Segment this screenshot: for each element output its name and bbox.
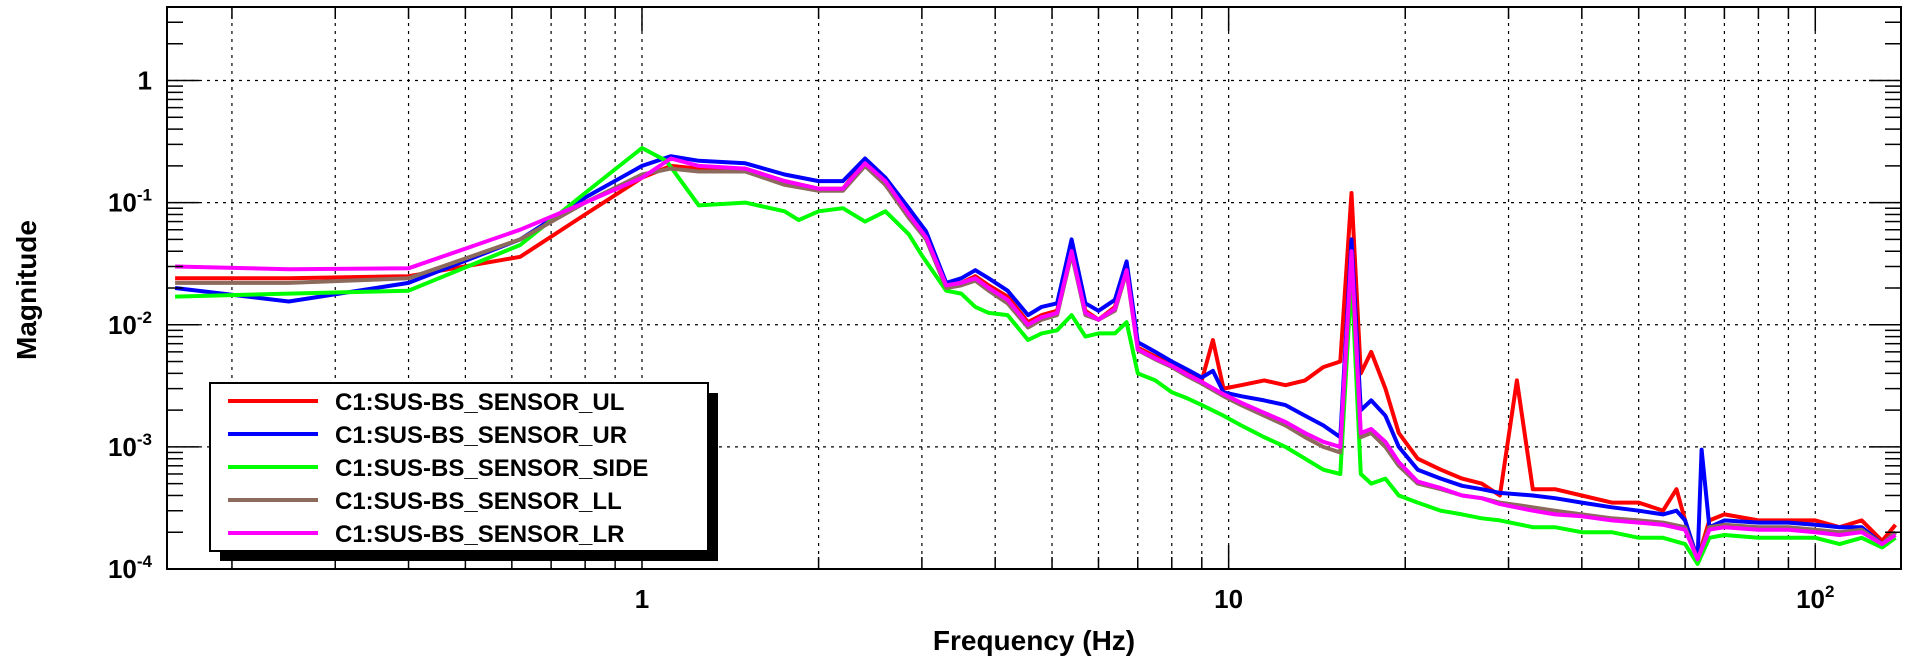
x-tick-label: 102: [1796, 582, 1834, 614]
legend-label: C1:SUS-BS_SENSOR_LL: [335, 488, 622, 515]
y-axis-title: Magnitude: [11, 220, 42, 360]
y-tick-label: 10-1: [108, 186, 152, 218]
y-tick-label: 10-3: [108, 430, 152, 462]
legend-label: C1:SUS-BS_SENSOR_UL: [335, 389, 624, 416]
plot-frame: [166, 6, 1902, 570]
legend: C1:SUS-BS_SENSOR_UL C1:SUS-BS_SENSOR_UR C1…: [209, 382, 718, 561]
x-axis-title: Frequency (Hz): [933, 625, 1135, 656]
y-axis-ticks: 1 10-1 10-2 10-3 10-4: [108, 66, 153, 584]
axis-minor-ticks: [167, 6, 1901, 570]
y-tick-label: 10-2: [108, 308, 152, 340]
x-tick-label: 1: [635, 584, 649, 614]
series-line-5: [175, 156, 1897, 562]
legend-label: C1:SUS-BS_SENSOR_UR: [335, 422, 627, 449]
legend-label: C1:SUS-BS_SENSOR_LR: [335, 521, 624, 548]
series-line-3: [175, 146, 1897, 566]
x-tick-label: 10: [1214, 584, 1243, 614]
x-axis-ticks: 1 10 102: [635, 582, 1835, 614]
series-lines: [174, 146, 1898, 566]
legend-label: C1:SUS-BS_SENSOR_SIDE: [335, 455, 648, 482]
y-tick-label: 10-4: [108, 552, 153, 584]
y-tick-label: 1: [138, 66, 152, 96]
